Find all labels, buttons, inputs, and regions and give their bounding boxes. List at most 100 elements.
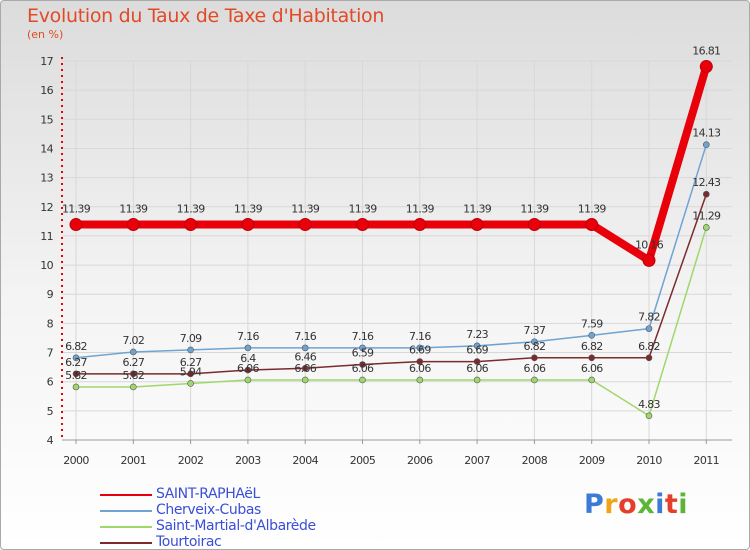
data-label: 6.59 xyxy=(352,346,374,359)
legend-swatch-tourtoirac xyxy=(100,542,152,544)
data-point xyxy=(588,332,596,339)
data-point xyxy=(187,346,194,354)
data-label: 6.82 xyxy=(638,340,660,353)
data-point xyxy=(359,361,366,368)
data-point xyxy=(72,383,80,391)
data-label: 6.06 xyxy=(237,362,259,375)
data-point xyxy=(244,344,252,352)
data-point xyxy=(473,342,481,350)
data-label: 6.06 xyxy=(352,362,374,375)
x-tick-label: 2003 xyxy=(235,454,261,467)
logo-letter: r xyxy=(604,489,619,520)
data-label: 6.82 xyxy=(581,340,603,353)
data-label: 5.94 xyxy=(180,365,202,378)
x-tick-label: 2011 xyxy=(693,454,719,467)
data-label: 6.27 xyxy=(180,356,202,369)
data-point xyxy=(645,354,653,362)
x-tick-label: 2000 xyxy=(63,454,89,467)
data-label: 16.81 xyxy=(692,45,720,58)
x-tick-label: 2007 xyxy=(464,454,490,467)
y-tick-label: 9 xyxy=(47,288,54,301)
data-point xyxy=(72,354,80,362)
logo-letter: t xyxy=(664,489,679,520)
data-label: 11.39 xyxy=(234,203,263,216)
y-tick-label: 4 xyxy=(47,434,54,447)
legend-swatch-saint-raphael xyxy=(100,494,152,496)
y-tick-label: 15 xyxy=(40,113,53,126)
legend-swatch-saint-martial xyxy=(100,526,152,528)
data-label: 7.16 xyxy=(294,330,316,343)
data-point xyxy=(416,376,424,384)
data-point xyxy=(413,218,427,232)
data-point xyxy=(642,253,656,267)
data-point xyxy=(531,376,538,384)
data-label: 6.06 xyxy=(466,362,488,375)
data-point xyxy=(359,376,366,384)
data-point xyxy=(301,376,309,384)
data-point xyxy=(298,218,312,232)
data-label: 11.39 xyxy=(406,203,435,216)
data-point xyxy=(702,141,710,148)
data-label: 10.16 xyxy=(635,238,664,251)
x-tick-label: 2004 xyxy=(292,454,318,467)
y-tick-label: 17 xyxy=(40,55,53,68)
y-tick-label: 16 xyxy=(40,84,53,97)
data-label: 11.39 xyxy=(177,203,206,216)
data-label: 11.39 xyxy=(119,203,148,216)
series-line xyxy=(72,62,711,265)
data-label: 6.82 xyxy=(524,340,546,353)
legend-item[interactable]: Cherveix-Cubas xyxy=(100,502,430,518)
x-tick-label: 2009 xyxy=(579,454,605,467)
data-label: 6.06 xyxy=(294,362,316,375)
y-tick-label: 13 xyxy=(40,172,53,185)
legend-item[interactable]: Saint-Martial-d'Albarède xyxy=(100,518,430,534)
data-label: 14.13 xyxy=(692,127,721,140)
axes: 4 5 6 7 8 9 10 11 12 13 14 15 16 17 2000 2001 2002 2003 20… xyxy=(40,55,732,467)
y-tick-label: 12 xyxy=(40,201,53,214)
data-point xyxy=(531,338,538,346)
chart-subtitle: (en %) xyxy=(27,28,64,41)
data-label: 11.29 xyxy=(692,209,721,222)
data-label: 7.59 xyxy=(581,317,603,330)
legend-label: Saint-Martial-d'Albarède xyxy=(156,518,316,534)
data-point xyxy=(416,344,424,352)
legend-item[interactable]: Tourtoirac xyxy=(100,534,430,550)
data-label: 5.82 xyxy=(122,369,144,382)
chart-title: Evolution du Taux de Taxe d'Habitation xyxy=(27,5,385,27)
data-point xyxy=(301,364,309,372)
data-label: 7.23 xyxy=(466,328,488,341)
data-label: 6.69 xyxy=(409,344,431,357)
data-label: 11.39 xyxy=(578,203,607,216)
y-tick-label: 11 xyxy=(40,230,53,243)
data-label: 6.46 xyxy=(294,350,316,363)
data-label: 7.37 xyxy=(524,324,546,337)
data-point xyxy=(241,218,255,232)
data-point xyxy=(356,218,369,232)
data-label: 7.82 xyxy=(638,311,660,324)
y-tick-label: 6 xyxy=(47,376,54,389)
data-label: 11.39 xyxy=(349,203,378,216)
legend-item[interactable]: SAINT-RAPHAëL xyxy=(100,486,430,502)
proxiti-logo: Proxiti xyxy=(584,489,688,520)
data-point xyxy=(187,370,194,378)
data-label: 6.82 xyxy=(65,340,87,353)
y-tick-label: 5 xyxy=(47,405,54,418)
data-point xyxy=(72,370,80,378)
x-tick-label: 2008 xyxy=(522,454,548,467)
series-line xyxy=(75,143,708,359)
data-point xyxy=(473,358,481,365)
series-line xyxy=(75,193,708,375)
data-label: 11.39 xyxy=(291,203,320,216)
data-label: 6.06 xyxy=(524,362,546,375)
data-labels: 11.39 11.39 11.39 11.39 11.39 11.39 11.39 11.39… xyxy=(62,45,722,411)
data-point xyxy=(473,376,481,384)
data-point xyxy=(130,348,137,356)
data-label: 7.16 xyxy=(409,330,431,343)
series-line xyxy=(75,226,708,417)
data-point xyxy=(645,412,653,420)
data-label: 6.27 xyxy=(122,356,144,369)
x-tick-label: 2010 xyxy=(636,454,662,467)
x-tick-label: 2006 xyxy=(407,454,433,467)
logo-letter: i xyxy=(655,489,665,520)
